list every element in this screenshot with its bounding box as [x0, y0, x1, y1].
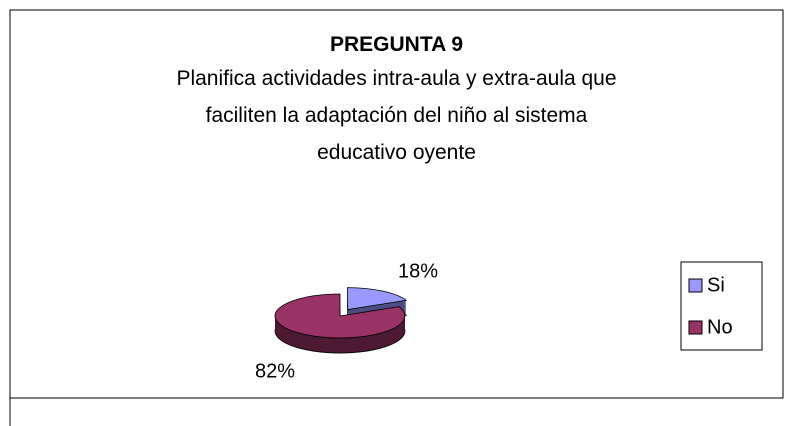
legend-label: No	[707, 316, 733, 338]
slice	[274, 293, 406, 339]
chart-subtitle: faciliten la adaptación del niño al sist…	[205, 104, 588, 127]
legend-swatch	[688, 320, 703, 335]
chart-subtitle: educativo oyente	[317, 141, 476, 164]
legend-label: Si	[707, 274, 725, 296]
legend-swatch	[688, 278, 703, 293]
legend-box	[680, 261, 763, 351]
chart-border	[9, 9, 784, 399]
data-label: 82%	[255, 360, 295, 382]
chart-subtitle: Planifica actividades intra-aula y extra…	[176, 67, 617, 90]
chart-title: PREGUNTA 9	[329, 33, 463, 56]
slice	[347, 287, 408, 311]
data-label: 18%	[398, 260, 438, 282]
